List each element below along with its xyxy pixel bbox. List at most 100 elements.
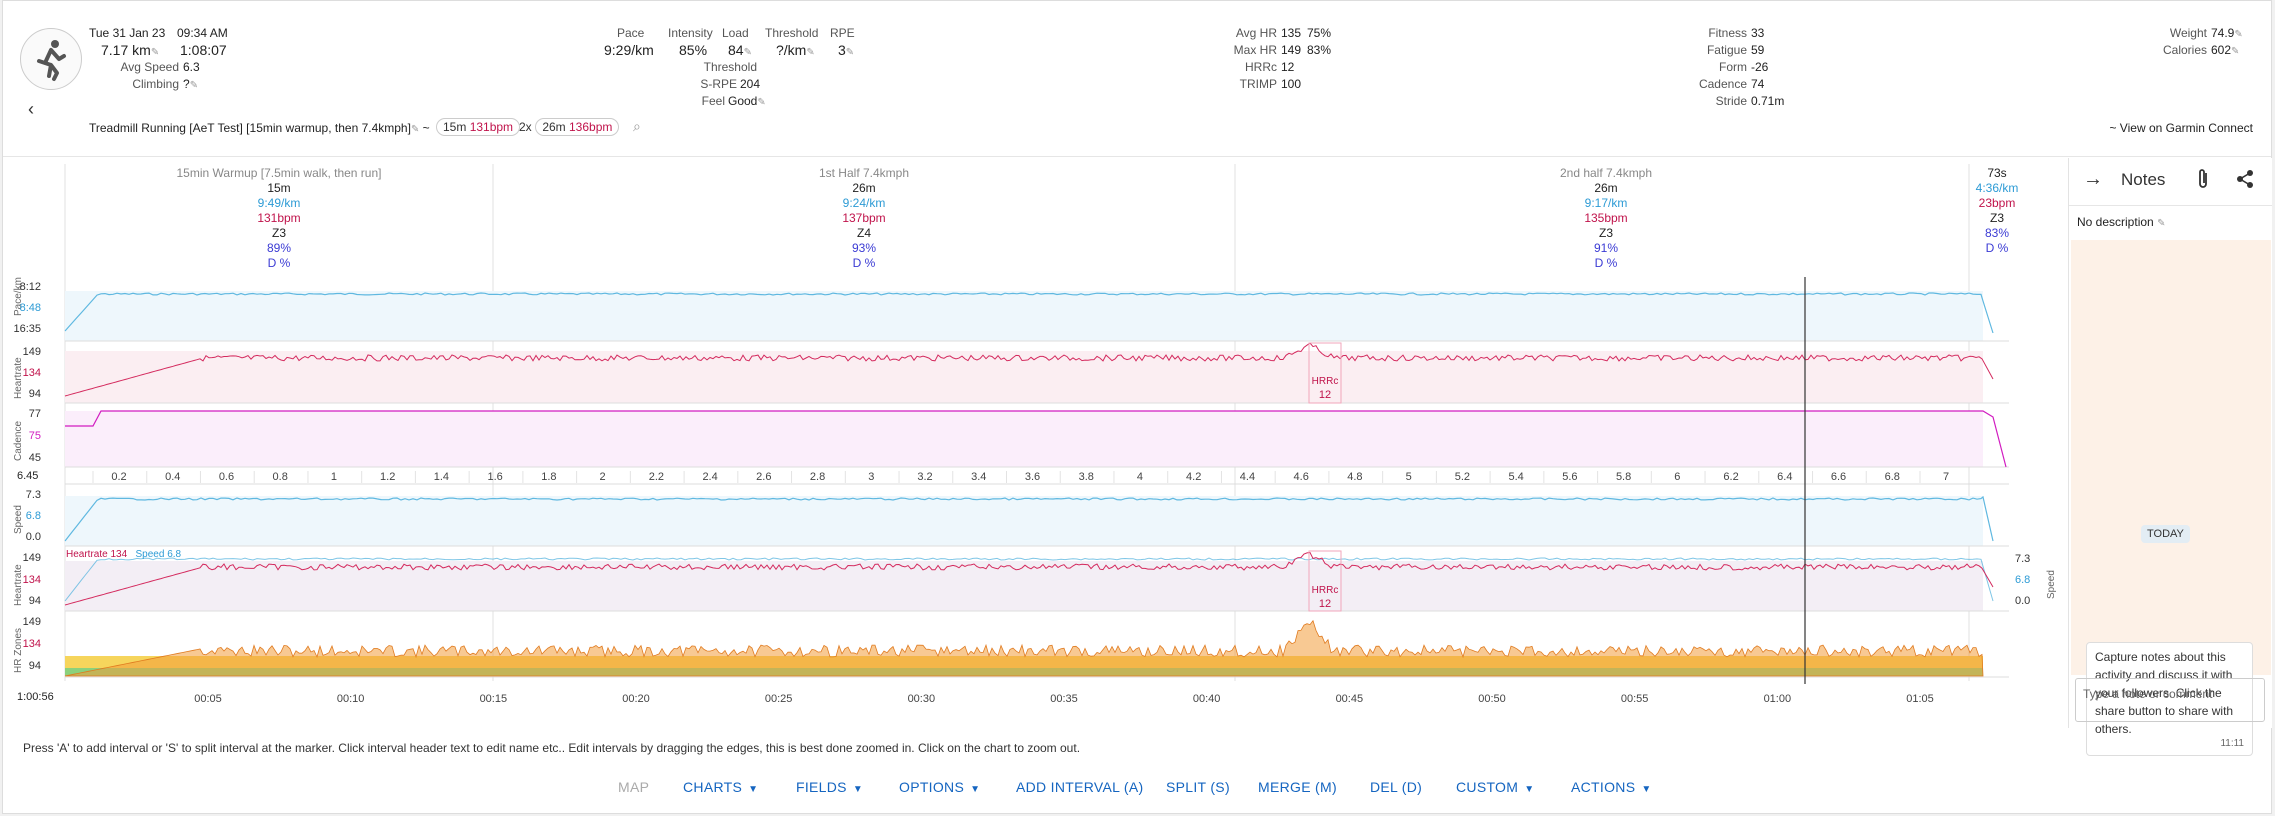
help-text: Press 'A' to add interval or 'S' to spli… — [23, 741, 1081, 755]
distance-tick: 2.8 — [810, 471, 825, 483]
edit-pencil-icon[interactable]: ✎ — [2157, 218, 2166, 229]
interval-header[interactable]: 2nd half 7.4kmph 26m 9:17/km 135bpm Z3 9… — [1235, 166, 1977, 271]
edit-pencil-icon[interactable]: ✎ — [2234, 29, 2243, 40]
time-tick: 01:05 — [1906, 693, 1934, 705]
interval-header[interactable]: 1st Half 7.4kmph 26m 9:24/km 137bpm Z4 9… — [493, 166, 1235, 271]
activity-distance[interactable]: 7.17 km✎ — [101, 42, 160, 58]
edit-pencil-icon[interactable]: ✎ — [150, 47, 160, 58]
interval-zone: Z4 — [856, 226, 871, 240]
weight-value[interactable]: 74.9✎ — [2211, 26, 2243, 40]
form-label: Form — [1719, 60, 1747, 74]
distance-tick: 2.4 — [702, 471, 717, 483]
options-button[interactable]: OPTIONS ▼ — [899, 779, 981, 795]
interval-title[interactable]: 15min Warmup [7.5min walk, then run] — [176, 166, 382, 180]
caret-down-icon: ▼ — [1524, 784, 1535, 795]
search-icon[interactable]: ⌕ — [633, 118, 641, 134]
distance-tick: 7 — [1943, 471, 1949, 483]
activity-description[interactable]: No description ✎ — [2077, 215, 2166, 229]
load-value[interactable]: 84✎ — [728, 42, 752, 58]
pace-area — [65, 291, 1983, 341]
activity-duration: 1:08:07 — [180, 42, 227, 58]
speed-series-line — [64, 495, 1994, 542]
actions-button[interactable]: ACTIONS ▼ — [1571, 779, 1652, 795]
notes-thread: TODAY Capture notes about this activity … — [2071, 240, 2271, 756]
time-tick: 00:20 — [622, 693, 650, 705]
activity-header: ‹ Tue 31 Jan 23 09:34 AM 7.17 km✎ 1:08:0… — [3, 1, 2271, 157]
share-icon[interactable] — [2235, 169, 2255, 192]
interval-title[interactable]: 2nd half 7.4kmph — [1559, 166, 1653, 180]
bottom-toolbar: MAP CHARTS ▼ FIELDS ▼ OPTIONS ▼ ADD INTERVA… — [3, 771, 2271, 801]
edit-pencil-icon[interactable]: ✎ — [757, 97, 766, 108]
time-tick: 00:15 — [480, 693, 508, 705]
feel-value[interactable]: Good✎ — [728, 94, 766, 108]
interval-hr: 135bpm — [1584, 211, 1628, 225]
calories-value[interactable]: 602✎ — [2211, 43, 2240, 57]
hrrc-label: HRRc — [1312, 376, 1339, 387]
threshold-value[interactable]: ?/km✎ — [776, 42, 815, 58]
distance-tick: 5 — [1406, 471, 1412, 483]
time-axis-start: 1:00:56 — [17, 691, 54, 703]
custom-button[interactable]: CUSTOM ▼ — [1456, 779, 1535, 795]
activity-charts[interactable]: 0.2 0.4 0.6 0.8 1 1.2 1.4 1.6 1.8 2 2.2 2.4 2.6 2.8 3 3… — [3, 1, 2068, 741]
edit-pencil-icon[interactable]: ✎ — [410, 124, 420, 135]
distance-tick: 0.2 — [111, 471, 126, 483]
merge-button[interactable]: MERGE (M) — [1258, 779, 1337, 795]
cadence-series-line — [65, 410, 2007, 468]
climbing-value[interactable]: ?✎ — [183, 77, 199, 91]
interval-header[interactable]: 15min Warmup [7.5min walk, then run] 15m… — [63, 166, 495, 271]
note-input-placeholder: Type a note or comment — [2083, 687, 2213, 701]
note-input[interactable]: Type a note or comment — [2075, 678, 2265, 722]
notes-panel: → Notes No description ✎ TODAY Capture n… — [2068, 158, 2272, 756]
distance-tick: 4.2 — [1186, 471, 1201, 483]
fatigue-label: Fatigue — [1706, 43, 1747, 57]
edit-pencil-icon[interactable]: ✎ — [845, 47, 855, 58]
max-hr-value: 149 — [1281, 43, 1302, 57]
collapse-arrow-icon[interactable]: → — [2083, 168, 2103, 190]
combo-hr-line — [64, 551, 1994, 606]
interval-pace: 4:36/km — [1975, 181, 2019, 195]
distance-tick: 2.2 — [649, 471, 664, 483]
avg-speed-label: Avg Speed — [120, 60, 180, 74]
load-label: Load — [722, 26, 749, 40]
hrrc-value: 12 — [1319, 389, 1331, 401]
pace-label: Pace — [617, 26, 645, 40]
interval-pace: 9:49/km — [257, 196, 301, 210]
interval-header[interactable]: 73s 4:36/km 23bpm Z3 83% D % — [1969, 166, 2025, 256]
interval-tag-1[interactable]: 15m 131bpm — [436, 118, 521, 136]
interval-zone: Z3 — [271, 226, 286, 240]
interval-title[interactable]: 1st Half 7.4kmph — [818, 166, 910, 180]
running-icon — [37, 40, 66, 81]
back-icon[interactable]: ‹ — [28, 99, 34, 119]
cadence-value: 74 — [1751, 77, 1765, 91]
distance-tick: 1.8 — [541, 471, 556, 483]
activity-name[interactable]: Treadmill Running [AeT Test] [15min warm… — [89, 121, 430, 135]
cadence-tick: 77 — [28, 408, 41, 420]
hr-area — [65, 351, 1983, 403]
fields-button[interactable]: FIELDS ▼ — [796, 779, 864, 795]
rpe-value[interactable]: 3✎ — [838, 42, 855, 58]
split-button[interactable]: SPLIT (S) — [1166, 779, 1230, 795]
map-button[interactable]: MAP — [618, 779, 650, 795]
edit-pencil-icon[interactable]: ✎ — [189, 80, 199, 91]
distance-tick: 2 — [600, 471, 606, 483]
del-button[interactable]: DEL (D) — [1370, 779, 1423, 795]
attachment-icon[interactable] — [2196, 168, 2210, 195]
pace-tick: 16:35 — [13, 323, 41, 335]
edit-pencil-icon[interactable]: ✎ — [743, 47, 752, 58]
notes-title: Notes — [2121, 170, 2166, 189]
distance-tick: 1.4 — [434, 471, 449, 483]
edit-pencil-icon[interactable]: ✎ — [806, 47, 815, 58]
zones-tick: 134 — [22, 638, 41, 650]
trimp-label: TRIMP — [1239, 77, 1277, 91]
interval-tag-2[interactable]: 2x 26m 136bpm — [519, 118, 620, 136]
avg-hr-pct: 75% — [1307, 26, 1332, 40]
edit-pencil-icon[interactable]: ✎ — [2231, 46, 2240, 57]
combo-right-label: Speed — [2046, 570, 2057, 599]
add-interval-button[interactable]: ADD INTERVAL (A) — [1016, 779, 1144, 795]
garmin-connect-link[interactable]: ~ View on Garmin Connect — [2109, 121, 2253, 135]
interval-pace: 9:24/km — [842, 196, 886, 210]
stride-value: 0.71m — [1751, 94, 1785, 108]
hr-series-line — [64, 342, 1994, 397]
charts-button[interactable]: CHARTS ▼ — [683, 779, 759, 795]
